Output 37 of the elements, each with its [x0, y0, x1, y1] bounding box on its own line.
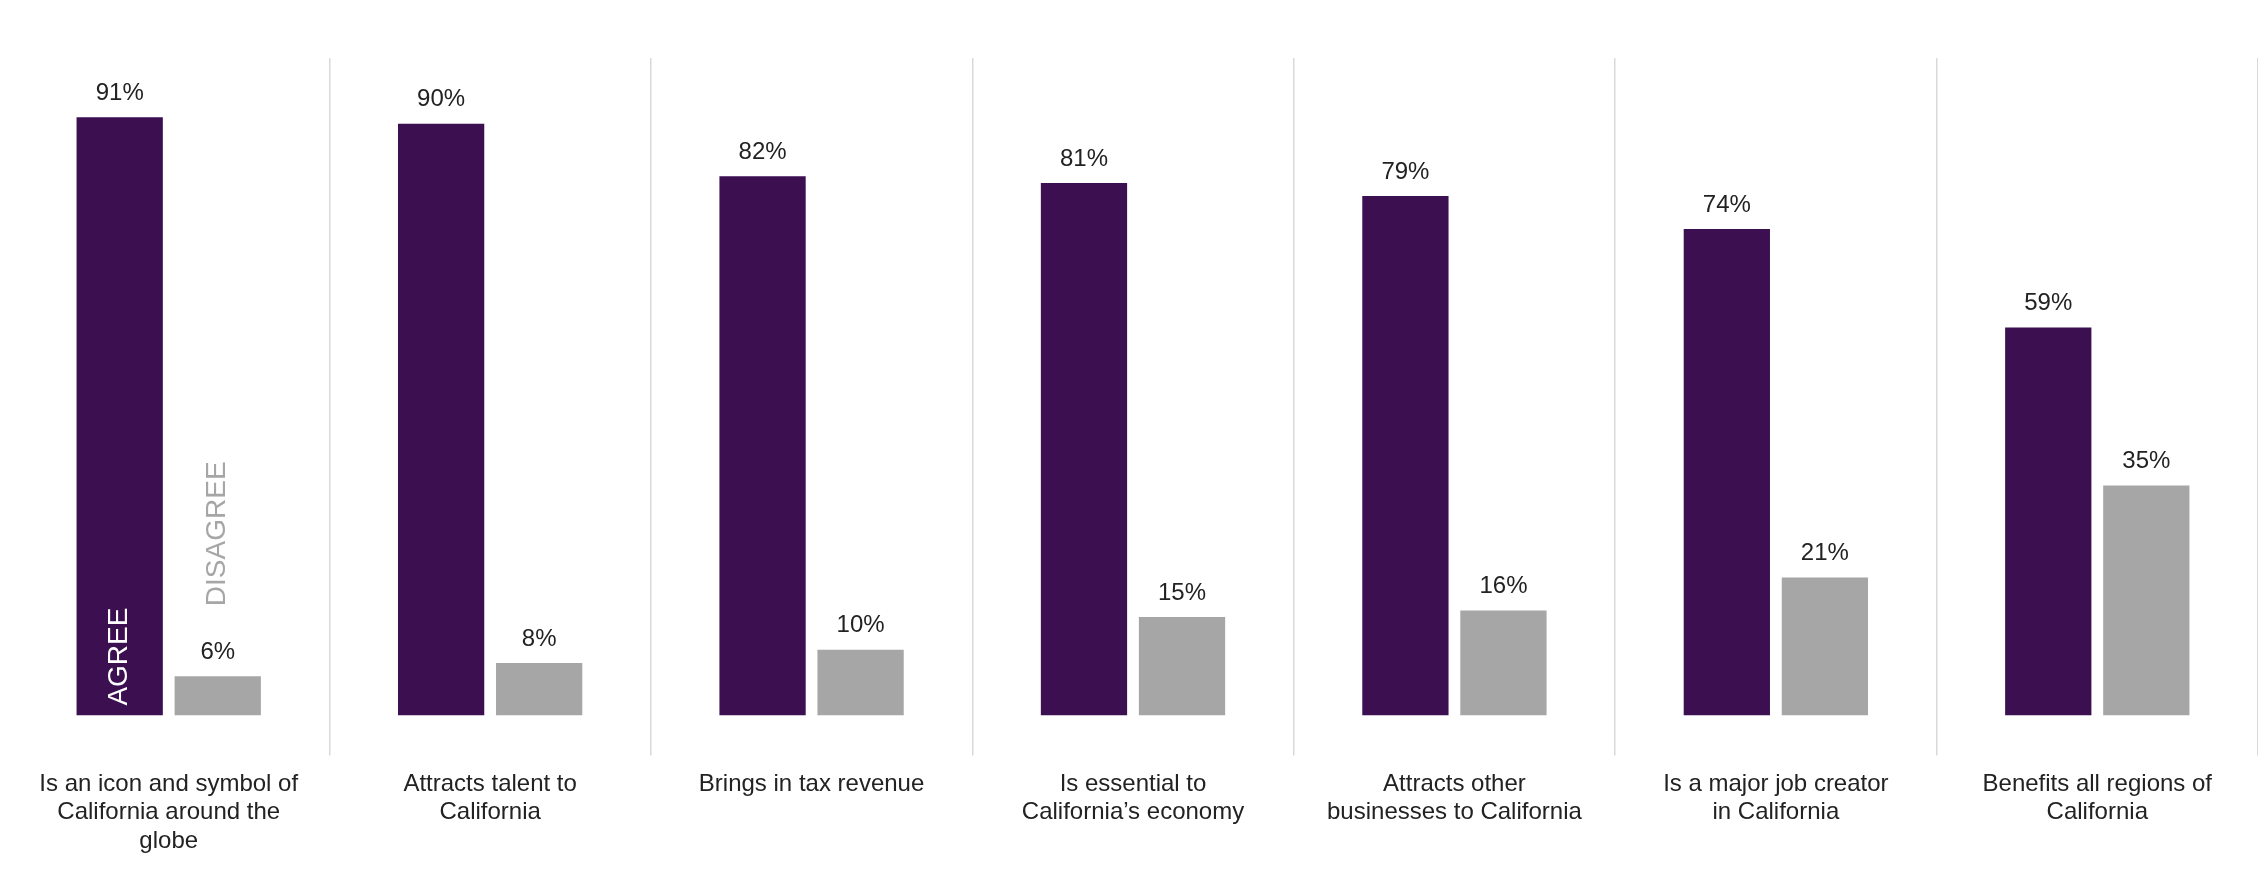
bar — [397, 123, 485, 716]
bar — [817, 649, 904, 716]
x-tick-label: Attracts talent to California — [403, 768, 577, 825]
data-label: 59% — [2024, 288, 2073, 316]
x-tick-label: Is essential to California’s economy — [1021, 768, 1245, 825]
x-tick-label: Attracts other businesses to California — [1327, 768, 1583, 825]
bar — [496, 662, 583, 716]
x-tick-label: Benefits all regions of California — [1982, 768, 2213, 825]
bar — [1362, 196, 1449, 716]
data-label: 21% — [1800, 538, 1849, 566]
data-label: 74% — [1702, 189, 1751, 217]
data-label: 10% — [836, 610, 885, 638]
bar — [1138, 616, 1226, 716]
data-label: 79% — [1381, 156, 1430, 184]
data-label: 81% — [1059, 143, 1109, 171]
data-label: 6% — [200, 636, 236, 664]
data-label: 90% — [417, 84, 466, 112]
bar — [76, 117, 163, 716]
data-label: 82% — [738, 136, 787, 164]
x-tick-label: Brings in tax revenue — [698, 768, 925, 796]
data-label: 16% — [1479, 571, 1528, 599]
data-label: 35% — [2122, 446, 2171, 474]
bar — [719, 176, 806, 716]
bar — [1781, 577, 1869, 716]
bar — [2005, 327, 2092, 716]
x-tick-label: Is an icon and symbol of California around the globe — [39, 768, 299, 854]
bar — [174, 676, 261, 716]
data-label: 91% — [95, 77, 144, 105]
x-tick-label: Is a major job creator in California — [1663, 768, 1889, 825]
data-label: 15% — [1157, 577, 1207, 605]
text: DISAGREE — [200, 461, 232, 607]
bar — [1683, 228, 1770, 716]
bar — [1040, 182, 1128, 716]
bar — [2103, 485, 2190, 716]
bar — [1460, 610, 1547, 716]
data-label: 8% — [521, 623, 557, 651]
series-label: AGREE — [102, 607, 134, 706]
